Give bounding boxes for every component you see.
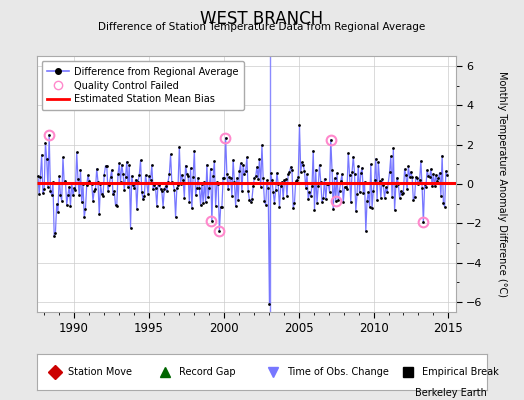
Text: Berkeley Earth: Berkeley Earth [416, 388, 487, 398]
Text: Record Gap: Record Gap [179, 367, 235, 377]
Y-axis label: Monthly Temperature Anomaly Difference (°C): Monthly Temperature Anomaly Difference (… [497, 71, 507, 297]
Legend: Difference from Regional Average, Quality Control Failed, Estimated Station Mean: Difference from Regional Average, Qualit… [41, 61, 244, 110]
Text: Time of Obs. Change: Time of Obs. Change [287, 367, 389, 377]
Text: WEST BRANCH: WEST BRANCH [201, 10, 323, 28]
Text: Station Move: Station Move [68, 367, 132, 377]
Text: Difference of Station Temperature Data from Regional Average: Difference of Station Temperature Data f… [99, 22, 425, 32]
Text: Empirical Break: Empirical Break [422, 367, 499, 377]
